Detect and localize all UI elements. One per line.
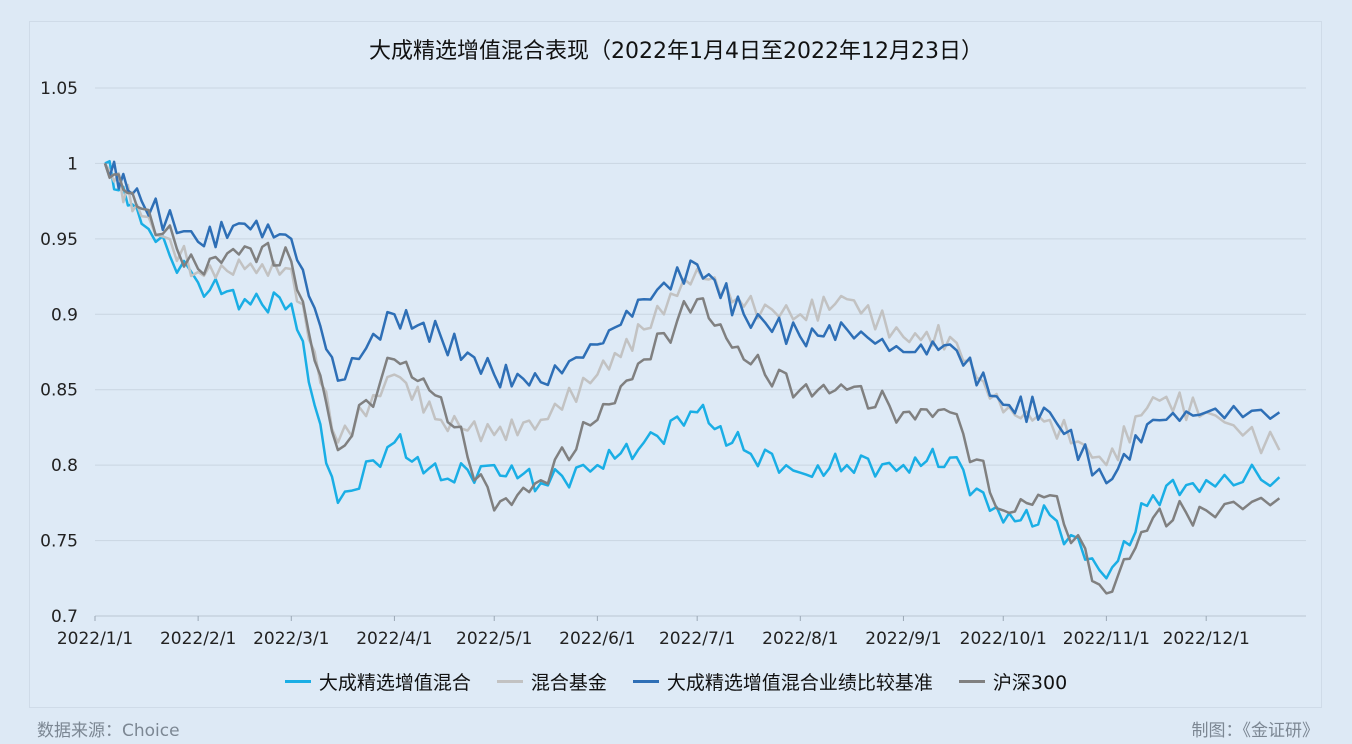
legend-item-1: 混合基金: [496, 668, 607, 695]
series-line-2: [103, 160, 1281, 485]
y-tick-label: 0.7: [51, 607, 78, 627]
legend-item-3: 沪深300: [958, 668, 1068, 695]
x-tick-label: 2022/12/1: [1163, 629, 1250, 649]
series-line-1: [103, 162, 1281, 467]
legend-swatch: [958, 680, 985, 683]
legend-swatch: [496, 680, 523, 683]
legend-label: 沪深300: [992, 672, 1068, 694]
data-source-label: 数据来源：Choice: [37, 721, 180, 741]
chart-credit-label: 制图：《金证研》: [1191, 721, 1320, 741]
x-tick-label: 2022/9/1: [865, 629, 941, 649]
x-tick-label: 2022/5/1: [456, 629, 532, 649]
x-tick-label: 2022/6/1: [559, 629, 635, 649]
y-tick-label: 1.05: [40, 79, 78, 99]
y-tick-label: 0.8: [51, 456, 78, 476]
x-tick-label: 2022/3/1: [253, 629, 329, 649]
y-tick-label: 0.9: [51, 305, 78, 325]
chart-title: 大成精选增值混合表现（2022年1月4日至2022年12月23日）: [369, 39, 983, 64]
chart-legend: 大成精选增值混合 混合基金 大成精选增值混合业绩比较基准 沪深300: [0, 668, 1352, 695]
x-tick-label: 2022/4/1: [356, 629, 432, 649]
y-tick-label: 0.75: [40, 532, 78, 552]
series-line-0: [104, 159, 1281, 580]
legend-label: 混合基金: [530, 672, 607, 694]
legend-item-0: 大成精选增值混合: [284, 668, 471, 695]
y-tick-label: 0.85: [40, 381, 78, 401]
x-tick-label: 2022/1/1: [57, 629, 133, 649]
legend-item-2: 大成精选增值混合业绩比较基准: [632, 668, 933, 695]
legend-label: 大成精选增值混合业绩比较基准: [666, 672, 933, 694]
y-tick-label: 1: [67, 154, 78, 174]
series-line-3: [103, 163, 1281, 595]
x-tick-label: 2022/11/1: [1063, 629, 1150, 649]
legend-swatch: [632, 680, 659, 683]
x-tick-label: 2022/7/1: [659, 629, 735, 649]
x-tick-label: 2022/10/1: [960, 629, 1047, 649]
legend-swatch: [284, 680, 311, 683]
y-tick-label: 0.95: [40, 230, 78, 250]
x-tick-label: 2022/8/1: [762, 629, 838, 649]
legend-label: 大成精选增值混合: [318, 672, 471, 694]
x-tick-label: 2022/2/1: [160, 629, 236, 649]
